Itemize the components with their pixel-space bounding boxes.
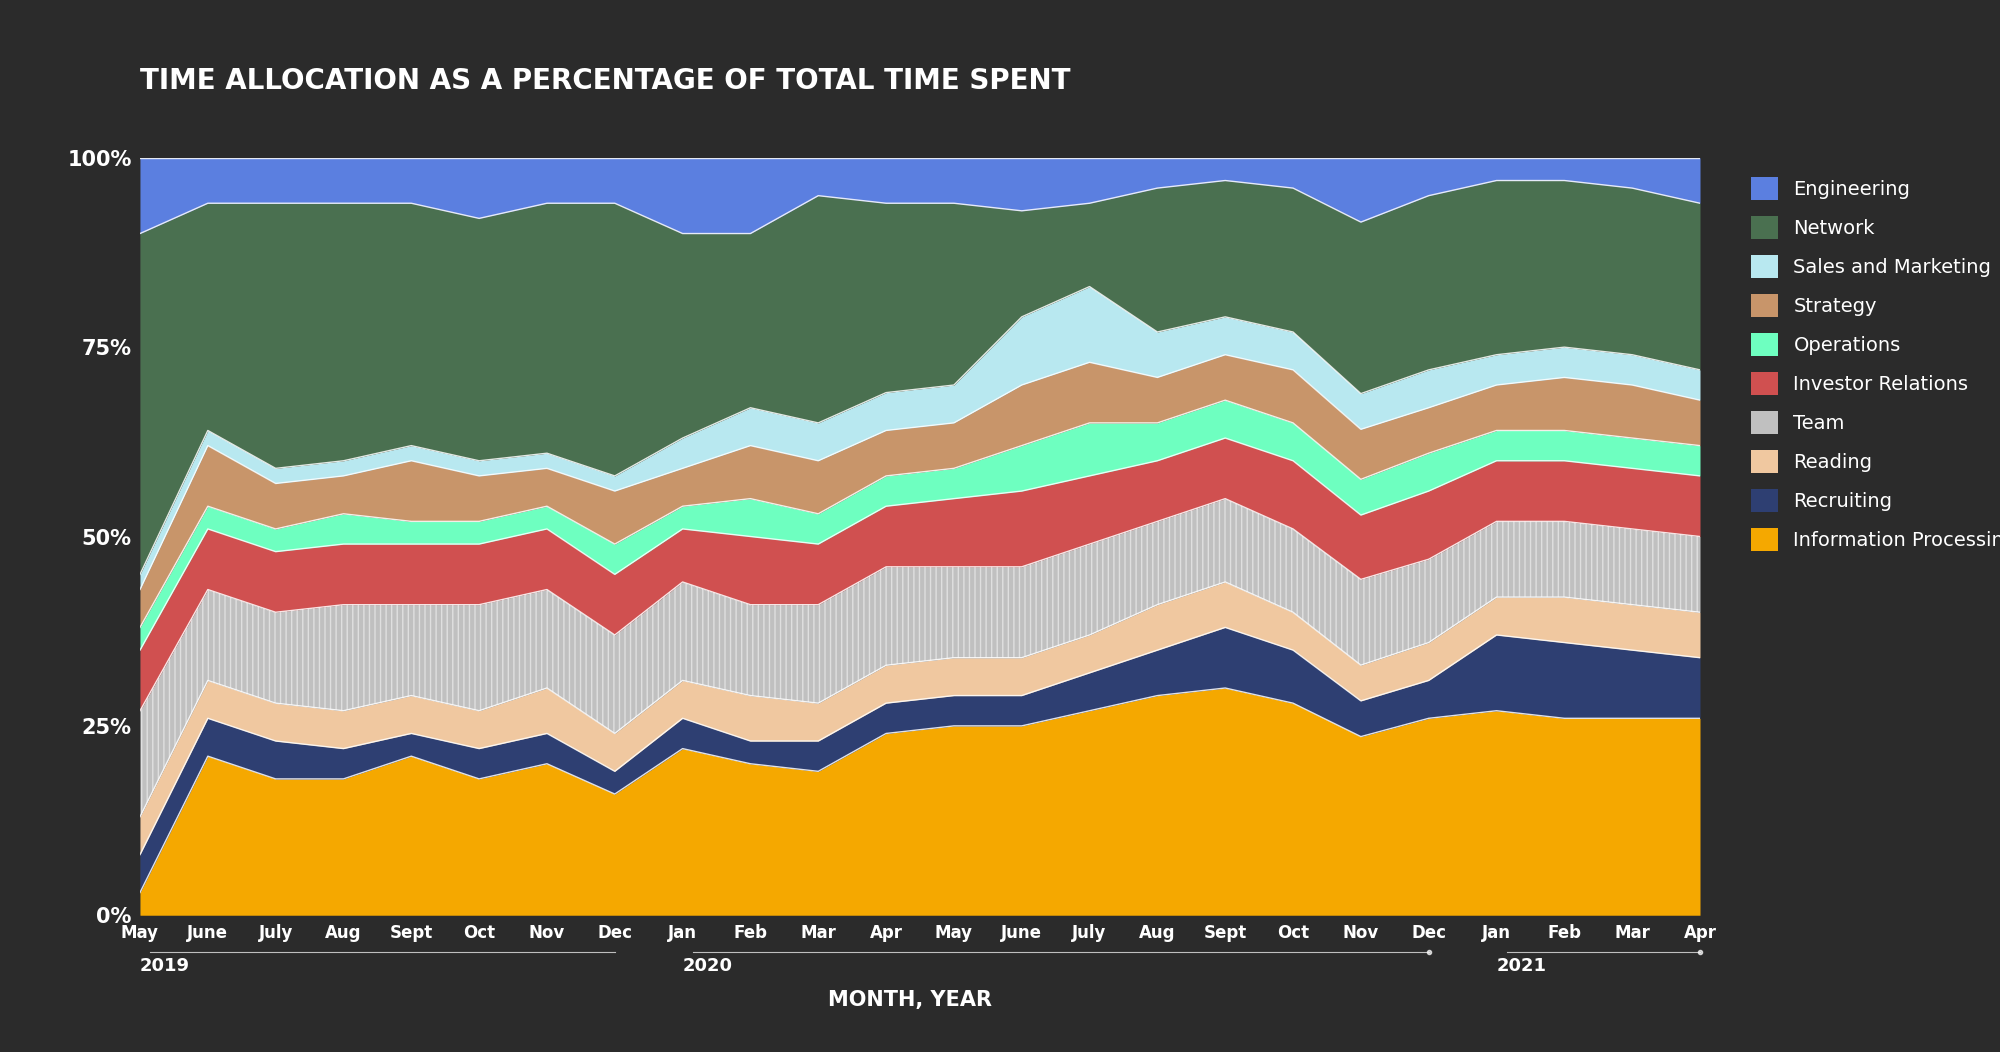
- Text: TIME ALLOCATION AS A PERCENTAGE OF TOTAL TIME SPENT: TIME ALLOCATION AS A PERCENTAGE OF TOTAL…: [140, 66, 1070, 95]
- Text: 2021: 2021: [1496, 957, 1546, 975]
- Text: 2020: 2020: [682, 957, 732, 975]
- Text: MONTH, YEAR: MONTH, YEAR: [828, 990, 992, 1010]
- Text: 2019: 2019: [140, 957, 190, 975]
- Legend: Engineering, Network, Sales and Marketing, Strategy, Operations, Investor Relati: Engineering, Network, Sales and Marketin…: [1740, 167, 2000, 561]
